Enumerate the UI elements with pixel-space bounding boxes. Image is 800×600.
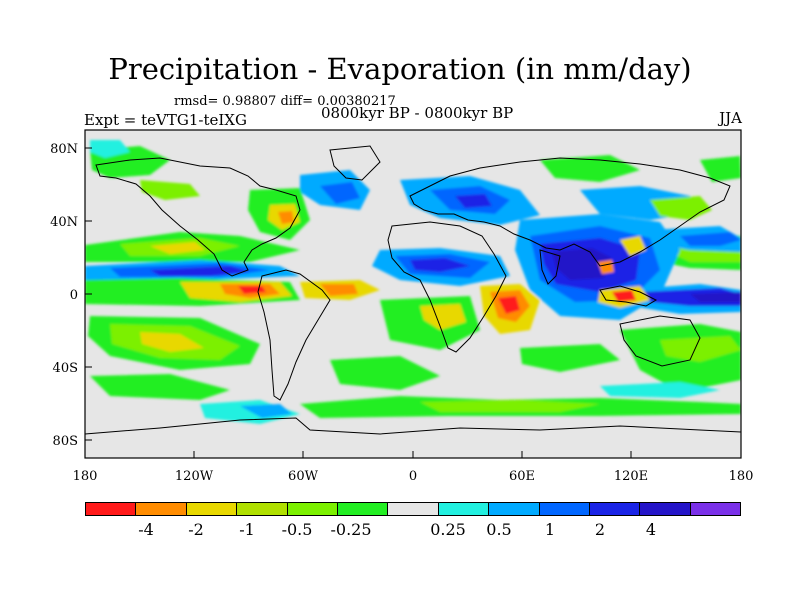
field-patch — [330, 356, 440, 390]
field-patch — [320, 182, 360, 204]
field-patch — [600, 382, 720, 398]
field-patch — [552, 248, 612, 280]
north-america-coast — [95, 157, 301, 277]
colorbar-swatch — [438, 503, 490, 515]
field-patch — [680, 232, 741, 246]
antarctica-coast — [84, 417, 742, 435]
maritime-continent-coast — [599, 285, 658, 307]
colorbar-swatch — [136, 503, 187, 515]
field-patch — [410, 258, 470, 272]
stats-subtitle: rmsd= 0.98807 diff= 0.00380217 — [174, 94, 396, 109]
season-label: JJA — [719, 109, 742, 127]
field-patch — [612, 290, 636, 302]
europe-asia-coast — [409, 157, 731, 267]
field-patch — [150, 242, 205, 254]
colorbar-label: -1 — [239, 520, 255, 539]
field-patch — [520, 344, 620, 372]
colorbar-swatch — [589, 503, 641, 515]
field-patch — [90, 374, 230, 400]
period-label: 0800kyr BP - 0800kyr BP — [321, 104, 514, 122]
colorbar-label: 0.25 — [430, 520, 466, 539]
lon-tick-label: 180 — [729, 469, 754, 484]
field-patch — [140, 332, 204, 352]
field-patch — [90, 140, 130, 158]
field-patch — [690, 292, 741, 302]
map-title: Precipitation - Evaporation (in mm/day) — [108, 52, 692, 86]
colorbar-swatch — [86, 503, 137, 515]
field-patch — [240, 404, 292, 418]
field-patch — [498, 296, 520, 314]
field-patch — [150, 266, 250, 276]
colorbar — [85, 502, 741, 516]
colorbar-label: -4 — [138, 520, 154, 539]
colorbar-label: -0.25 — [330, 520, 372, 539]
lat-tick-marks — [85, 147, 92, 441]
colorbar-label: 4 — [645, 520, 657, 539]
field-patch — [660, 336, 741, 362]
colorbar-swatch — [287, 503, 338, 515]
africa-coast — [387, 221, 507, 353]
india-coast — [539, 249, 561, 285]
coastlines — [84, 145, 742, 435]
field-patch — [320, 284, 358, 296]
colorbar-label: -2 — [188, 520, 204, 539]
field-patch — [455, 194, 492, 208]
greenland-coast — [329, 145, 381, 181]
colorbar-label: 2 — [594, 520, 606, 539]
lon-tick-marks — [84, 451, 742, 458]
lat-tick-label: 80N — [50, 142, 78, 157]
lat-tick-label: 80S — [53, 434, 78, 449]
colorbar-swatch — [640, 503, 691, 515]
lat-tick-label: 40S — [53, 361, 78, 376]
field-patch — [700, 156, 741, 182]
field-patch — [420, 400, 600, 412]
experiment-label: Expt = teVTG1-teIXG — [84, 111, 247, 129]
lon-tick-label: 180 — [73, 469, 98, 484]
lat-tick-label: 40N — [50, 215, 78, 230]
lon-tick-label: 60W — [288, 469, 319, 484]
australia-coast — [619, 315, 701, 367]
colorbar-label: 0.5 — [486, 520, 512, 539]
colorbar-swatch — [337, 503, 389, 515]
colorbar-swatch — [690, 503, 741, 515]
field-patch — [420, 304, 466, 330]
lon-tick-label: 0 — [409, 469, 417, 484]
colorbar-label: -0.5 — [281, 520, 313, 539]
colorbar-swatch — [186, 503, 238, 515]
field-patch — [140, 180, 200, 200]
colorbar-swatch — [539, 503, 590, 515]
colorbar-swatch — [237, 503, 288, 515]
colorbar-swatch — [388, 503, 439, 515]
pe-field — [85, 140, 741, 424]
field-patch — [620, 236, 646, 256]
field-patch — [278, 211, 294, 224]
lon-tick-label: 60E — [509, 469, 535, 484]
lat-tick-label: 0 — [70, 288, 78, 303]
south-america-coast — [257, 269, 331, 401]
lon-tick-label: 120E — [614, 469, 648, 484]
colorbar-swatch — [489, 503, 540, 515]
lon-tick-label: 120W — [175, 469, 214, 484]
colorbar-label: 1 — [544, 520, 556, 539]
